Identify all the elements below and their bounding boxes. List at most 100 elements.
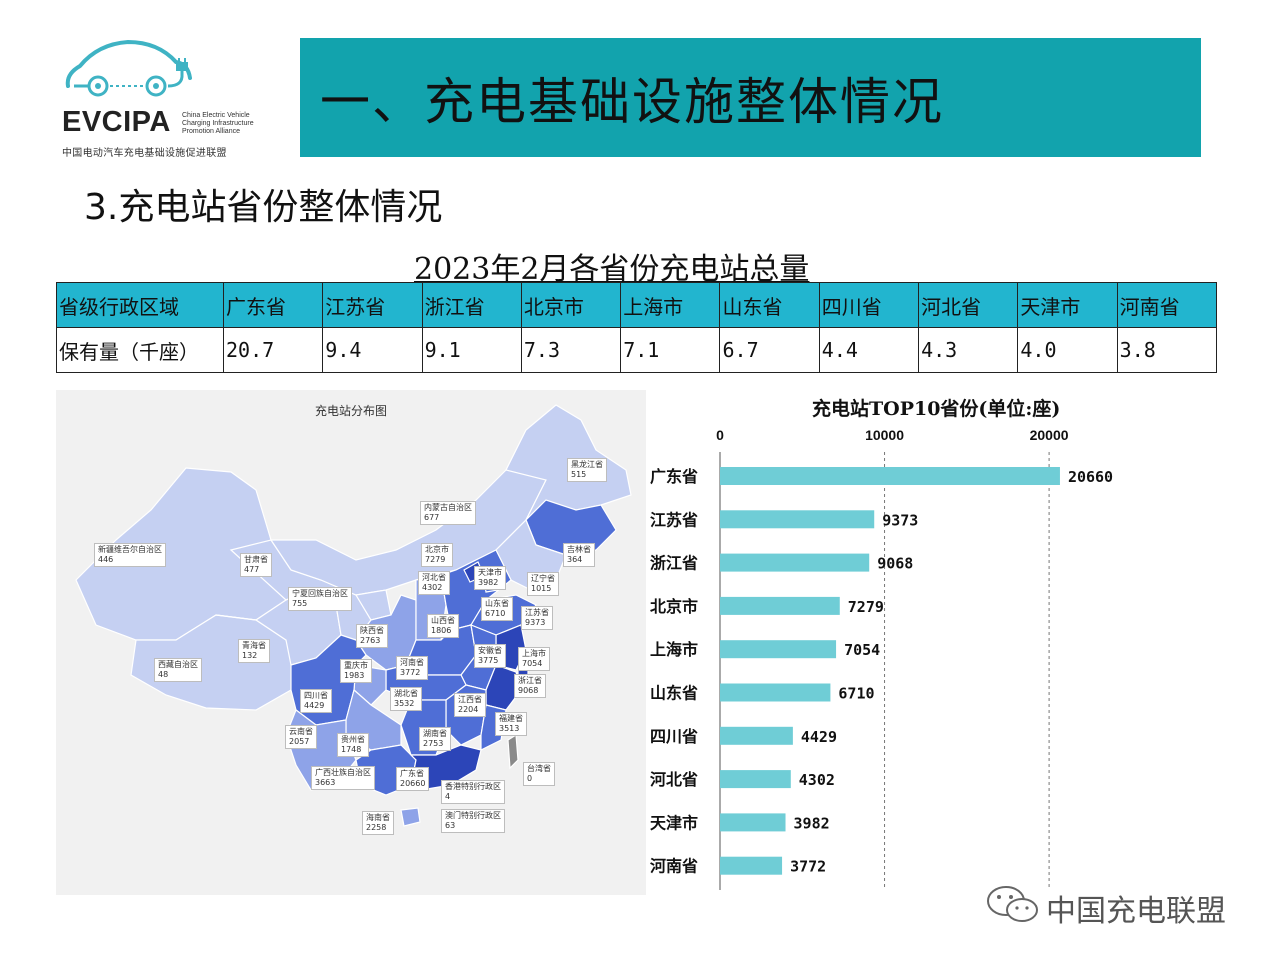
x-tick-label: 10000 xyxy=(865,427,904,443)
bar xyxy=(720,770,791,789)
map-label: 北京市 7279 xyxy=(421,543,453,567)
map-label: 安徽省 3775 xyxy=(474,644,506,668)
table-header-cell: 山东省 xyxy=(719,282,820,328)
data-label: 3982 xyxy=(794,814,830,832)
map-label: 台湾省 0 xyxy=(523,762,555,786)
map-label: 澳门特别行政区 63 xyxy=(441,809,505,833)
category-label: 上海市 xyxy=(650,640,698,659)
map-label: 辽宁省 1015 xyxy=(527,572,559,596)
table-header-cell: 河南省 xyxy=(1116,282,1218,328)
map-label: 河南省 3772 xyxy=(396,656,428,680)
map-label: 云南省 2057 xyxy=(285,725,317,749)
map-label: 山西省 1806 xyxy=(427,614,459,638)
logo-chinese-name: 中国电动汽车充电基础设施促进联盟 xyxy=(62,148,227,159)
bar xyxy=(720,596,840,615)
map-title: 充电站分布图 xyxy=(314,404,387,418)
table-cell: 4.4 xyxy=(818,327,920,373)
table-header-cell: 广东省 xyxy=(222,282,324,328)
evcipa-logo: EVCIPA China Electric Vehicle Charging I… xyxy=(58,34,268,162)
table-header-cell: 江苏省 xyxy=(322,282,423,328)
map-label: 福建省 3513 xyxy=(495,712,527,736)
map-label: 海南省 2258 xyxy=(362,811,394,835)
bar xyxy=(720,813,786,832)
category-label: 四川省 xyxy=(650,727,698,746)
china-map-panel: 充电站分布图 黑龙江省 515 内蒙古自治区 677 吉林省 364 新疆维吾尔自治区… xyxy=(56,390,646,895)
table-cell: 7.1 xyxy=(620,327,721,373)
data-label: 7279 xyxy=(848,598,884,616)
bar xyxy=(720,726,793,745)
category-label: 江苏省 xyxy=(650,510,698,529)
map-label: 河北省 4302 xyxy=(418,571,450,595)
category-label: 山东省 xyxy=(650,684,698,703)
map-label: 江苏省 9373 xyxy=(521,606,553,630)
table-header-cell: 河北省 xyxy=(918,282,1019,328)
car-plug-icon xyxy=(65,39,192,97)
bar xyxy=(720,467,1060,485)
watermark: 中国充电联盟 xyxy=(984,884,1226,929)
map-label: 天津市 3982 xyxy=(474,566,506,590)
table-cell: 保有量（千座） xyxy=(56,327,224,373)
map-label: 香港特别行政区 4 xyxy=(441,780,505,804)
x-tick-label: 0 xyxy=(716,427,724,443)
table-cell: 6.7 xyxy=(719,327,820,373)
data-label: 9373 xyxy=(882,511,918,529)
map-label: 新疆维吾尔自治区 446 xyxy=(94,543,166,567)
map-label: 西藏自治区 48 xyxy=(154,658,202,682)
bar-chart-title: 充电站TOP10省份(单位:座) xyxy=(812,398,1061,420)
map-label: 宁夏回族自治区 755 xyxy=(288,587,352,611)
region-taiwan xyxy=(507,733,519,770)
data-label: 20660 xyxy=(1068,468,1113,486)
map-label: 黑龙江省 515 xyxy=(567,458,607,482)
table-title: 2023年2月各省份充电站总量 xyxy=(414,252,810,287)
table-cell: 7.3 xyxy=(520,327,622,373)
map-label: 贵州省 1748 xyxy=(337,733,369,757)
wechat-icon xyxy=(987,886,1038,922)
map-label: 江西省 2204 xyxy=(454,693,486,717)
table-header-cell: 省级行政区域 xyxy=(56,282,224,328)
bar xyxy=(720,856,783,875)
table-cell: 9.1 xyxy=(421,327,522,373)
table-header-cell: 浙江省 xyxy=(421,282,522,328)
map-label: 四川省 4429 xyxy=(300,689,332,713)
map-label: 甘肃省 477 xyxy=(240,553,272,577)
map-label: 广西壮族自治区 3663 xyxy=(311,766,375,790)
category-label: 河南省 xyxy=(650,857,698,876)
table-cell: 4.3 xyxy=(918,327,1019,373)
category-label: 北京市 xyxy=(650,597,698,616)
data-label: 4302 xyxy=(799,771,835,789)
map-label: 浙江省 9068 xyxy=(514,674,546,698)
map-label: 广东省 20660 xyxy=(396,767,430,791)
data-label: 7054 xyxy=(844,641,880,659)
table-header-cell: 四川省 xyxy=(818,282,920,328)
china-map xyxy=(75,404,632,827)
bar xyxy=(720,553,870,572)
table-cell: 4.0 xyxy=(1017,327,1118,373)
data-label: 3772 xyxy=(790,858,826,876)
map-label: 重庆市 1983 xyxy=(340,659,372,683)
table-header-cell: 北京市 xyxy=(520,282,622,328)
category-label: 广东省 xyxy=(650,467,698,486)
section-banner: 一、充电基础设施整体情况 xyxy=(300,38,1201,157)
table-header-cell: 天津市 xyxy=(1017,282,1118,328)
category-label: 河北省 xyxy=(650,770,698,789)
watermark-text: 中国充电联盟 xyxy=(1046,894,1226,929)
region-hainan xyxy=(400,807,421,827)
map-label: 青海省 132 xyxy=(238,639,270,663)
province-table: 省级行政区域 广东省 江苏省 浙江省 北京市 上海市 山东省 四川省 河北省 天… xyxy=(56,282,1218,373)
x-tick-label: 20000 xyxy=(1030,427,1069,443)
map-label: 山东省 6710 xyxy=(481,597,513,621)
map-label: 上海市 7054 xyxy=(518,647,550,671)
category-label: 天津市 xyxy=(650,813,698,832)
category-label: 浙江省 xyxy=(650,554,698,573)
map-label: 吉林省 364 xyxy=(563,543,595,567)
bar xyxy=(720,510,875,529)
table-header-cell: 上海市 xyxy=(620,282,721,328)
data-label: 6710 xyxy=(838,685,874,703)
logo-wordmark: EVCIPA xyxy=(62,106,171,138)
bar xyxy=(720,683,831,702)
map-label: 内蒙古自治区 677 xyxy=(420,501,476,525)
bar-chart: 0 10000 20000 广东省 20660 江苏省 9373 浙江省 9068 北京市 7279… xyxy=(650,427,1113,890)
logo-english-name: China Electric Vehicle Charging Infrastr… xyxy=(182,112,254,135)
table-cell: 3.8 xyxy=(1116,327,1218,373)
map-label: 陕西省 2763 xyxy=(356,624,388,648)
